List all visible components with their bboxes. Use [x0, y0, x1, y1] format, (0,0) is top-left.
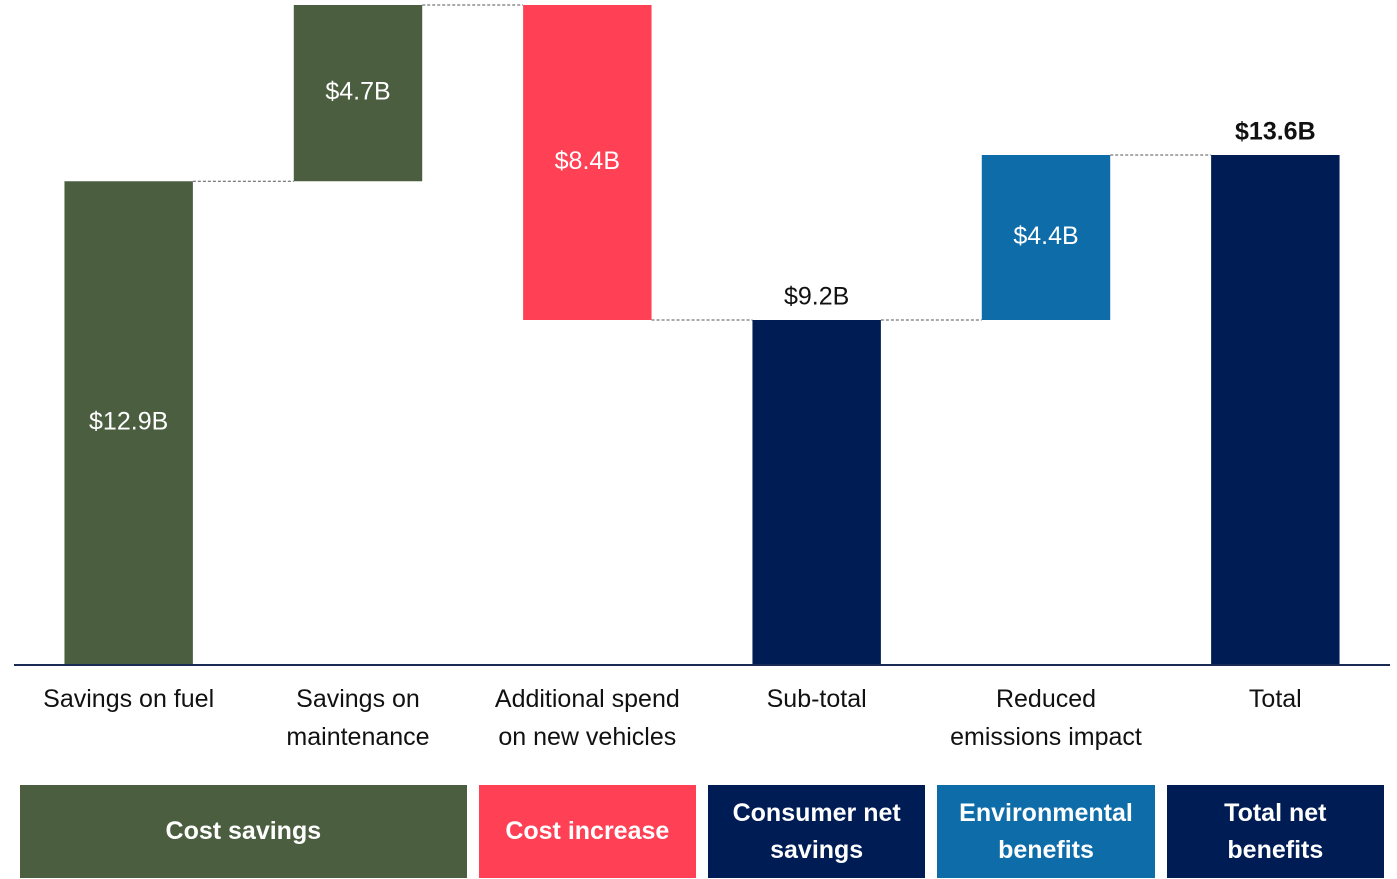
group-box: Cost savings	[20, 785, 467, 878]
x-tick-label: Sub-total	[766, 685, 867, 713]
bar	[64, 181, 193, 665]
bar	[752, 320, 881, 665]
value-label: $13.6B	[1235, 118, 1316, 146]
value-label: $12.9B	[89, 408, 168, 436]
value-label: $4.7B	[325, 78, 390, 106]
bar	[981, 155, 1111, 320]
x-tick-label: Savings on maintenance	[286, 685, 430, 751]
x-tick-label: Additional spend on new vehicles	[494, 685, 680, 751]
value-label: $9.2B	[784, 283, 849, 311]
x-tick-label: Savings on fuel	[43, 685, 215, 713]
x-tick-label: Total	[1248, 685, 1302, 713]
group-box: Cost increase	[478, 785, 696, 878]
bar	[1211, 155, 1340, 665]
value-label: $8.4B	[555, 147, 620, 175]
group-box: Environmental benefits	[937, 785, 1155, 878]
bar	[293, 5, 423, 182]
bar	[523, 5, 652, 320]
group-box: Consumer net savings	[708, 785, 926, 878]
group-box: Total net benefits	[1166, 785, 1384, 878]
x-tick-label: Reduced emissions impact	[950, 685, 1142, 751]
value-label: $4.4B	[1013, 222, 1078, 250]
